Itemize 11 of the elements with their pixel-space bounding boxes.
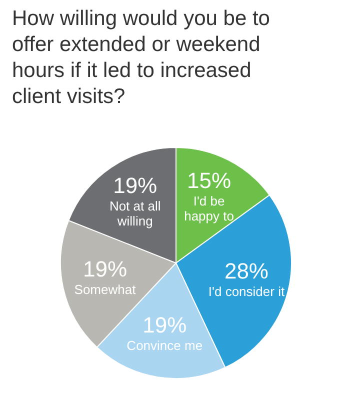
chart-title: How willing would you be to offer extended or weekend hours if it led to increased client visits? [12, 6, 271, 110]
slice-label: Not at all willing [109, 198, 161, 228]
slice-label: Somewhat [74, 282, 136, 297]
slice-label: I'd be happy to [184, 194, 234, 224]
slice-label: Convince me [126, 338, 203, 353]
data-label: 19% [82, 256, 128, 282]
data-label: 19% [113, 172, 158, 198]
data-label: 15% [187, 168, 232, 194]
data-label: 19% [142, 312, 187, 338]
data-label: 28% [224, 258, 268, 284]
slice-label: I'd consider it [208, 284, 285, 300]
